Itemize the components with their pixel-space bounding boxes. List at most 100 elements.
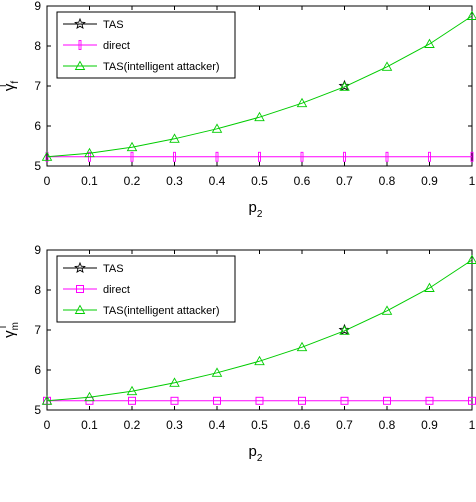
data-point	[215, 151, 219, 162]
x-tick-label: 0.9	[421, 174, 438, 188]
data-point	[424, 282, 435, 292]
series-tas-intelligent-attacker-	[41, 254, 476, 405]
y-tick-label: 8	[34, 283, 41, 297]
legend-marker	[76, 285, 84, 293]
legend-marker	[78, 40, 82, 50]
x-tick-label: 0.4	[209, 418, 226, 432]
legend-marker	[74, 17, 86, 30]
y-tick-label: 7	[34, 79, 41, 93]
data-point	[170, 396, 179, 405]
y-tick-label: 7	[34, 323, 41, 337]
legend-marker	[74, 60, 86, 70]
y-tick-label: 6	[34, 119, 41, 133]
series-tas	[338, 323, 351, 336]
x-tick-label: 0.2	[124, 418, 141, 432]
y-tick-label: 5	[34, 403, 41, 417]
chart-1: 0 0.1 0.2 0.3 0.4 0.5 0.6 0.7 0.8 0.9 1 5 6 7 8 9 p2 γml T…	[0, 243, 476, 464]
legend-label: TAS(intelligent attacker)	[103, 305, 220, 317]
data-point	[258, 151, 261, 162]
x-tick-label: 0.7	[336, 174, 353, 188]
y-axis-label-sub: m	[10, 322, 21, 330]
y-axis-label-sub: f	[10, 81, 21, 84]
x-tick-label: 0.7	[336, 418, 353, 432]
data-point	[84, 147, 95, 158]
y-axis-label: γml	[0, 322, 21, 338]
x-tick-label: 0.5	[251, 418, 268, 432]
data-point	[466, 10, 476, 20]
data-point	[126, 141, 138, 152]
data-point	[339, 325, 350, 335]
x-axis-label: p2	[249, 443, 263, 464]
series-line	[46, 15, 473, 158]
x-tick-label: 0	[44, 174, 51, 188]
data-point	[41, 151, 53, 161]
data-point	[296, 97, 308, 108]
data-point	[428, 151, 431, 162]
x-tick-label: 0.9	[421, 418, 438, 432]
x-tick-label: 0.6	[294, 174, 311, 188]
legend-label: TAS(intelligent attacker)	[103, 61, 220, 73]
x-tick-label: 0	[44, 418, 51, 432]
data-point	[254, 355, 265, 366]
x-axis-label-sub: 2	[257, 209, 263, 220]
legend-marker	[74, 261, 86, 274]
legend-marker	[74, 304, 86, 314]
legend-label: direct	[103, 40, 130, 52]
x-tick-label: 0.1	[81, 174, 98, 188]
x-axis-label-main: p	[249, 199, 257, 216]
data-point	[381, 61, 393, 71]
x-axis-label-main: p	[249, 443, 257, 460]
data-point	[296, 341, 308, 352]
data-point	[128, 396, 136, 405]
data-point	[169, 377, 180, 387]
data-point	[383, 396, 391, 405]
x-axis-label-sub: 2	[257, 453, 263, 464]
series-line	[46, 259, 473, 402]
data-point	[339, 81, 350, 91]
legend-label: direct	[103, 284, 130, 296]
data-point	[255, 396, 264, 405]
y-axis-label-main: γ	[1, 83, 18, 91]
x-tick-label: 0.5	[251, 174, 268, 188]
x-tick-label: 0.1	[81, 418, 98, 432]
chart-0: 0 0.1 0.2 0.3 0.4 0.5 0.6 0.7 0.8 0.9 1 5 6 7 8 9 p2 γfl T…	[0, 0, 476, 220]
x-tick-label: 1	[469, 174, 476, 188]
y-axis-label-main: γ	[1, 330, 18, 338]
data-point	[470, 151, 474, 162]
legend-label: TAS	[103, 263, 124, 275]
x-tick-label: 0.6	[294, 418, 311, 432]
series-direct	[45, 151, 474, 162]
data-point	[340, 396, 349, 405]
legend: TAS direct TAS(intelligent attacker)	[56, 255, 236, 323]
data-point	[169, 133, 180, 143]
data-point	[381, 305, 393, 315]
x-tick-label: 0.3	[166, 174, 183, 188]
data-point	[126, 385, 138, 396]
x-tick-label: 1	[469, 418, 476, 432]
series-direct	[43, 396, 476, 405]
series-tas	[338, 79, 351, 92]
y-axis-label-sup: l	[0, 85, 9, 87]
data-point	[213, 396, 221, 405]
data-point	[173, 151, 176, 162]
data-point	[385, 151, 389, 162]
x-tick-label: 0.4	[209, 174, 226, 188]
data-point	[300, 151, 304, 162]
y-tick-label: 9	[34, 243, 41, 257]
data-point	[211, 123, 223, 133]
y-tick-label: 5	[34, 159, 41, 173]
y-tick-label: 9	[34, 0, 41, 13]
legend: TAS direct TAS(intelligent attacker)	[56, 11, 236, 79]
series-tas-intelligent-attacker-	[41, 10, 476, 161]
data-point	[466, 254, 476, 264]
data-point	[425, 396, 434, 405]
data-point	[343, 151, 346, 162]
data-point	[338, 79, 351, 92]
data-point	[254, 111, 265, 122]
x-tick-label: 0.2	[124, 174, 141, 188]
data-point	[41, 395, 53, 405]
x-tick-label: 0.8	[379, 418, 396, 432]
x-axis-label: p2	[249, 199, 263, 220]
x-tick-label: 0.8	[379, 174, 396, 188]
